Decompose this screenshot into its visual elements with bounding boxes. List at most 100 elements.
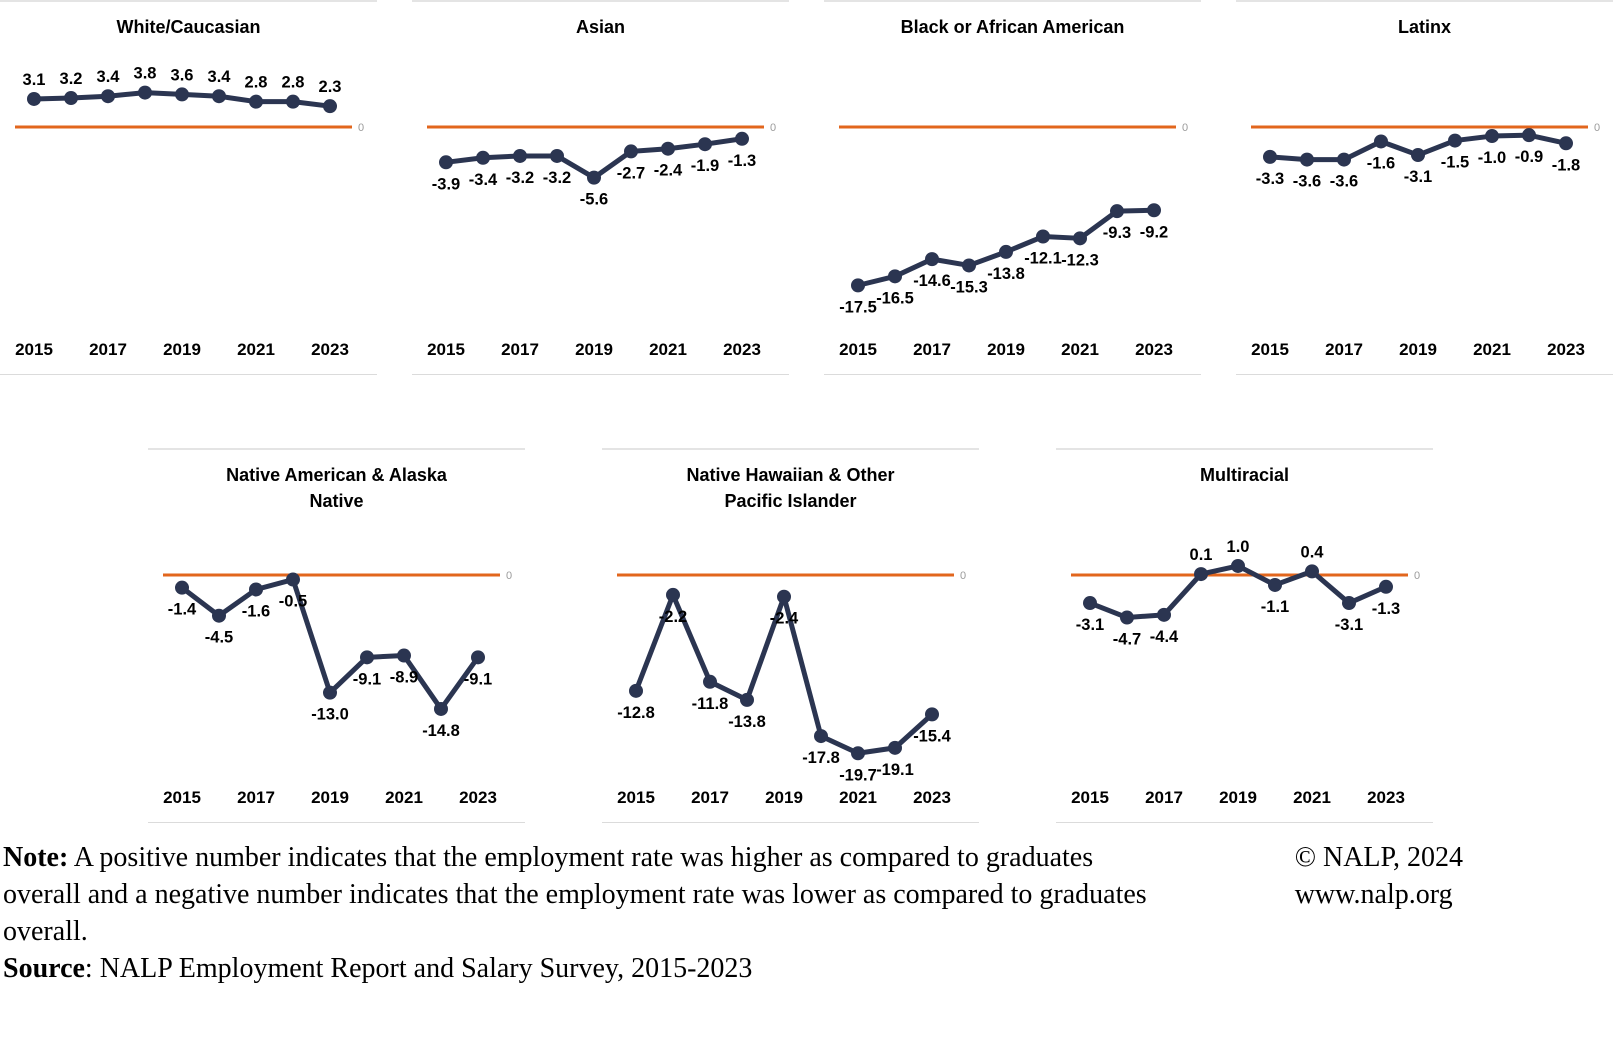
data-point-label: -12.8 [617, 704, 655, 722]
data-point-label: -12.1 [1024, 250, 1062, 268]
chart-row-bottom: Native American & Alaska Native 0 -1.4 -4.… [148, 448, 1613, 823]
chart-title-text: Native American & Alaska Native [226, 465, 447, 511]
data-point-label: 2.8 [282, 74, 305, 92]
data-point-marker [624, 144, 638, 159]
panel-latinx: Latinx 0 -3.3 -3.6 -3.6 -1.6 -3.1 -1.5 -1.0 -0.9… [1236, 0, 1613, 375]
data-point-label: -5.6 [580, 191, 608, 209]
data-point-marker [1147, 203, 1161, 218]
data-point-label: -8.9 [390, 669, 418, 687]
x-axis-tick-label: 2019 [765, 788, 803, 807]
x-axis-tick-label: 2017 [89, 340, 127, 359]
x-axis-tick-label: 2019 [311, 788, 349, 807]
chart-title-text: Native Hawaiian & Other Pacific Islander [686, 465, 895, 511]
source-body: : NALP Employment Report and Salary Surv… [84, 953, 753, 984]
x-axis-tick-label: 2023 [1367, 788, 1405, 807]
data-point-marker [888, 269, 902, 284]
copyright-block: © NALP, 2024 www.nalp.org [1295, 839, 1613, 987]
data-point-marker [703, 674, 717, 689]
chart-title: Black or African American [824, 14, 1201, 40]
chart-title-text: Black or African American [900, 17, 1125, 37]
chart-title: Native American & Alaska Native [148, 462, 525, 514]
data-point-label: -1.0 [1478, 149, 1506, 167]
note-body: A positive number indicates that the emp… [3, 842, 1147, 947]
chart-title-text: White/Caucasian [116, 17, 261, 37]
data-point-marker [476, 150, 490, 165]
footer: Note: A positive number indicates that t… [0, 839, 1613, 987]
data-point-marker [661, 141, 675, 156]
chart-title: Multiracial [1056, 462, 1433, 488]
data-point-label: -3.2 [543, 169, 571, 187]
line-plot: 0 -3.3 -3.6 -3.6 -1.6 -3.1 -1.5 -1.0 -0.9 -1.8 201… [1251, 122, 1600, 359]
data-point-label: -15.4 [913, 727, 951, 745]
data-point-label: -3.2 [506, 169, 534, 187]
website-line: www.nalp.org [1294, 879, 1453, 910]
data-point-marker [1157, 607, 1171, 622]
data-point-label: -3.6 [1293, 173, 1321, 191]
data-point-marker [814, 729, 828, 744]
x-axis-tick-label: 2017 [1325, 340, 1363, 359]
data-point-marker [925, 252, 939, 267]
data-point-marker [851, 746, 865, 761]
x-axis-tick-label: 2017 [237, 788, 275, 807]
data-point-label: -17.8 [802, 749, 840, 767]
x-axis-tick-label: 2023 [1547, 340, 1585, 359]
data-point-marker [249, 94, 263, 109]
data-point-label: 3.4 [97, 68, 121, 86]
data-point-marker [360, 650, 374, 665]
x-axis-tick-label: 2021 [237, 340, 275, 359]
chart-title-text: Latinx [1397, 17, 1451, 37]
x-axis-tick-label: 2023 [1135, 340, 1173, 359]
zero-axis-label: 0 [770, 122, 776, 134]
zero-axis-label: 0 [1594, 122, 1600, 134]
zero-axis-label: 0 [1182, 122, 1188, 134]
data-point-label: -3.1 [1404, 168, 1432, 186]
data-point-label: -13.0 [311, 706, 349, 724]
data-point-marker [550, 148, 564, 163]
data-point-label: 0.1 [1190, 546, 1213, 564]
data-point-label: -3.4 [469, 171, 498, 189]
data-point-label: -13.8 [728, 713, 766, 731]
x-axis-tick-label: 2015 [1071, 788, 1109, 807]
line-plot: 0 3.1 3.2 3.4 3.8 3.6 3.4 2.8 2.8 2.3 2015 2017 2019… [15, 65, 364, 359]
source-label: Source [3, 953, 85, 984]
panel-asian: Asian 0 -3.9 -3.4 -3.2 -3.2 -5.6 -2.7 -2.4 -1.9-… [412, 0, 789, 375]
source-text: Source: NALP Employment Report and Salar… [3, 950, 1163, 987]
x-axis-tick-label: 2023 [311, 340, 349, 359]
data-point-marker [175, 87, 189, 102]
data-point-marker [212, 608, 226, 623]
data-point-label: -9.1 [464, 670, 492, 688]
data-point-marker [397, 648, 411, 663]
data-point-label: -19.1 [876, 761, 914, 779]
data-point-marker [1559, 136, 1573, 151]
x-axis-tick-label: 2015 [617, 788, 655, 807]
data-point-label: -13.8 [987, 265, 1025, 283]
x-axis-tick-label: 2021 [1473, 340, 1511, 359]
data-point-label: -1.5 [1441, 154, 1469, 172]
x-axis-tick-label: 2017 [1145, 788, 1183, 807]
data-point-label: -15.3 [950, 278, 988, 296]
data-point-label: 2.3 [319, 78, 342, 96]
data-point-marker [1073, 231, 1087, 246]
line-plot: 0 -3.9 -3.4 -3.2 -3.2 -5.6 -2.7 -2.4 -1.9 -1.3 201… [427, 122, 776, 359]
data-point-marker [740, 692, 754, 707]
data-point-marker [1342, 596, 1356, 611]
data-point-label: -14.6 [913, 272, 951, 290]
data-point-marker [1337, 152, 1351, 167]
data-point-marker [1300, 152, 1314, 167]
x-axis-tick-label: 2019 [987, 340, 1025, 359]
data-point-label: -17.5 [839, 298, 877, 316]
x-axis-tick-label: 2015 [1251, 340, 1289, 359]
x-axis-tick-label: 2017 [691, 788, 729, 807]
panel-white-caucasian: White/Caucasian 0 3.1 3.2 3.4 3.8 3.6 3.4 2.8 2.… [0, 0, 377, 375]
data-point-marker [888, 740, 902, 755]
data-point-marker [1448, 133, 1462, 148]
data-point-label: -9.1 [353, 670, 381, 688]
x-axis-tick-label: 2019 [575, 340, 613, 359]
chart-grid: White/Caucasian 0 3.1 3.2 3.4 3.8 3.6 3.4 2.8 2.… [0, 0, 1613, 823]
data-point-marker [1036, 229, 1050, 244]
data-point-label: -2.7 [617, 164, 645, 182]
data-point-label: -3.3 [1256, 170, 1284, 188]
panel-multiracial: Multiracial 0 -3.1 -4.7 -4.4 0.1 1.0 -1.1 0.4 -3… [1056, 448, 1433, 823]
note-block: Note: A positive number indicates that t… [0, 839, 1163, 987]
data-point-marker [249, 582, 263, 597]
